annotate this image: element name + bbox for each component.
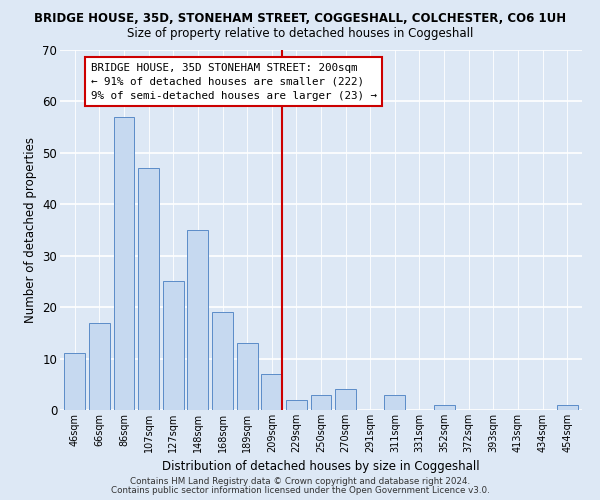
- Bar: [212, 312, 233, 410]
- X-axis label: Distribution of detached houses by size in Coggeshall: Distribution of detached houses by size …: [162, 460, 480, 473]
- Text: BRIDGE HOUSE, 35D STONEHAM STREET: 200sqm
← 91% of detached houses are smaller (: BRIDGE HOUSE, 35D STONEHAM STREET: 200sq…: [91, 63, 377, 101]
- Bar: [113, 117, 134, 410]
- Bar: [187, 230, 208, 410]
- Bar: [311, 394, 331, 410]
- Bar: [261, 374, 282, 410]
- Bar: [138, 168, 159, 410]
- Bar: [385, 394, 406, 410]
- Text: BRIDGE HOUSE, 35D, STONEHAM STREET, COGGESHALL, COLCHESTER, CO6 1UH: BRIDGE HOUSE, 35D, STONEHAM STREET, COGG…: [34, 12, 566, 26]
- Bar: [163, 282, 184, 410]
- Bar: [434, 405, 455, 410]
- Bar: [286, 400, 307, 410]
- Text: Size of property relative to detached houses in Coggeshall: Size of property relative to detached ho…: [127, 28, 473, 40]
- Bar: [64, 354, 85, 410]
- Bar: [89, 322, 110, 410]
- Bar: [335, 390, 356, 410]
- Text: Contains HM Land Registry data © Crown copyright and database right 2024.: Contains HM Land Registry data © Crown c…: [130, 477, 470, 486]
- Text: Contains public sector information licensed under the Open Government Licence v3: Contains public sector information licen…: [110, 486, 490, 495]
- Bar: [236, 343, 257, 410]
- Bar: [557, 405, 578, 410]
- Y-axis label: Number of detached properties: Number of detached properties: [24, 137, 37, 323]
